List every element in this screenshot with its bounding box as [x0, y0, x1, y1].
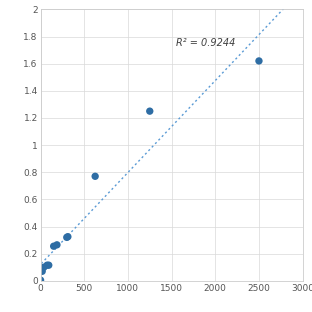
- Point: [46, 263, 51, 268]
- Point: [93, 174, 98, 179]
- Point: [38, 278, 43, 283]
- Point: [51, 244, 56, 249]
- Point: [64, 235, 69, 240]
- Text: R² = 0.9244: R² = 0.9244: [176, 38, 235, 48]
- Point: [66, 234, 71, 239]
- Point: [45, 263, 50, 268]
- Point: [256, 58, 261, 63]
- Point: [41, 265, 46, 270]
- Point: [54, 242, 59, 247]
- Point: [40, 269, 45, 274]
- Point: [147, 109, 152, 114]
